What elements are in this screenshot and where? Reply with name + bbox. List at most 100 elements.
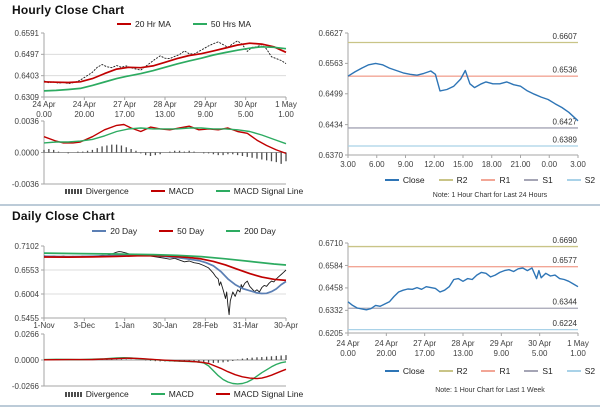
legend-label: Close [402, 175, 425, 185]
legend-item-macd: MACD [150, 389, 194, 399]
legend-item-r2: R2 [438, 366, 468, 376]
y-tick-label: 0.0036 [15, 117, 40, 126]
x-tick-label: 17.00 [115, 110, 136, 119]
divergence-bar-marker [64, 391, 82, 397]
x-tick-label: 1.00 [278, 110, 294, 119]
series-macd-signal-line [43, 127, 287, 145]
x-tick-label: 15.00 [453, 160, 474, 169]
legend-label: S2 [584, 175, 596, 185]
x-tick-label: 29 Apr [194, 100, 217, 109]
legend-item-divergence: Divergence [64, 389, 129, 399]
x-tick-label: 27 Apr [113, 100, 136, 109]
macd-line-marker [150, 393, 165, 395]
x-tick-label: 1 May [275, 100, 297, 109]
x-tick-label: 24 Apr [32, 100, 55, 109]
pivot-label-s1: 0.6427 [553, 117, 578, 126]
y-tick-label: 0.5455 [15, 314, 40, 323]
x-tick-label: 3.00 [570, 160, 586, 169]
y-tick-label: 0.6403 [15, 71, 40, 80]
y-tick-label: 0.6591 [15, 29, 40, 38]
x-tick-label: 30 Apr [528, 339, 551, 348]
legend-label: S1 [542, 175, 553, 185]
legend-item-r1: R1 [481, 366, 510, 376]
legend-label: 50 Day [177, 226, 205, 236]
pivot-label-s2: 0.6389 [553, 135, 578, 144]
pivot-label-r2: 0.6690 [553, 236, 578, 245]
legend-item-s1: S1 [524, 366, 553, 376]
series-macd-signal-line [43, 357, 287, 380]
legend-label: 200 Day [244, 226, 276, 236]
pivot-label-s1: 0.6344 [553, 298, 578, 307]
s1-line-marker [524, 370, 539, 372]
20-hr-ma-line-marker [116, 23, 131, 25]
x-tick-label: 30 Apr [234, 100, 257, 109]
x-tick-label: 12.00 [424, 160, 445, 169]
x-tick-label: 5.00 [238, 110, 254, 119]
x-tick-label: 9.00 [494, 349, 510, 358]
legend-label: 20 Day [110, 226, 138, 236]
x-tick-label: 24 Apr [336, 339, 359, 348]
x-tick-label: 3-Dec [74, 321, 95, 330]
daily-pivot-note: Note: 1 Hour Chart for Last 1 Week [435, 387, 545, 394]
series-50-hrs-ma [43, 45, 287, 92]
x-tick-label: 30-Jan [153, 321, 177, 330]
x-tick-label: 1.00 [570, 349, 586, 358]
legend-label: R1 [499, 366, 511, 376]
20-day-line-marker [92, 230, 107, 232]
y-tick-label: 0.6004 [15, 290, 40, 299]
50-hrs-ma-line-marker [192, 23, 207, 25]
y-tick-label: -0.0266 [12, 382, 40, 391]
legend-item-20-day: 20 Day [92, 226, 137, 236]
r2-line-marker [438, 179, 453, 181]
y-tick-label: 0.6584 [319, 261, 344, 270]
x-tick-label: 27 Apr [413, 339, 436, 348]
50-day-line-marker [159, 230, 174, 232]
legend-label: R2 [456, 366, 468, 376]
legend-item-50-day: 50 Day [159, 226, 204, 236]
x-tick-label: 0.00 [340, 349, 356, 358]
legend-label: MACD Signal Line [233, 389, 304, 399]
x-tick-label: 6.00 [369, 160, 385, 169]
legend-item-macd-signal-line: MACD Signal Line [215, 389, 304, 399]
x-tick-label: 0.00 [36, 110, 52, 119]
y-tick-label: 0.6563 [319, 59, 344, 68]
r2-line-marker [438, 370, 453, 372]
legend-label: R2 [456, 175, 468, 185]
legend-label: Divergence [85, 389, 129, 399]
y-tick-label: 0.6553 [15, 266, 40, 275]
y-tick-label: 0.6458 [319, 284, 344, 293]
legend-item-s2: S2 [566, 366, 595, 376]
x-tick-label: 21.00 [510, 160, 531, 169]
pivot-label-r2: 0.6607 [553, 32, 578, 41]
legend-label: Close [402, 366, 425, 376]
x-tick-label: 13.00 [453, 349, 474, 358]
legend-label: Divergence [85, 186, 129, 196]
legend-item-r2: R2 [438, 175, 468, 185]
hourly-macd-legend: Divergence MACD MACD Signal Line [0, 186, 334, 196]
hourly-macd-chart: 0.0036 0.0000 -0.0036 [12, 117, 287, 189]
x-tick-label: 24 Apr [375, 339, 398, 348]
x-tick-label: 9.00 [198, 110, 214, 119]
hourly-pivot-note: Note: 1 Hour Chart for Last 24 Hours [432, 192, 548, 199]
x-tick-label: 28 Apr [153, 100, 176, 109]
legend-label: MACD [168, 186, 194, 196]
legend-item-macd: MACD [150, 186, 194, 196]
daily-macd-legend: Divergence MACD MACD Signal Line [0, 389, 334, 399]
x-tick-label: 17.00 [415, 349, 436, 358]
s1-line-marker [524, 179, 539, 181]
daily-chart-title: Daily Close Chart [12, 209, 115, 223]
pivot-label-r1: 0.6536 [553, 66, 578, 75]
macd-line-marker [150, 190, 165, 192]
legend-item-s2: S2 [566, 175, 596, 185]
section-divider-top [0, 204, 600, 206]
x-tick-label: 30-Apr [274, 321, 298, 330]
x-tick-label: 24 Apr [73, 100, 96, 109]
x-tick-label: 5.00 [532, 349, 548, 358]
legend-item-macd-signal-line: MACD Signal Line [215, 186, 303, 196]
s2-line-marker [566, 370, 581, 372]
x-tick-label: 28 Apr [451, 339, 474, 348]
x-tick-label: 28-Feb [193, 321, 219, 330]
legend-item-200-day: 200 Day [226, 226, 276, 236]
